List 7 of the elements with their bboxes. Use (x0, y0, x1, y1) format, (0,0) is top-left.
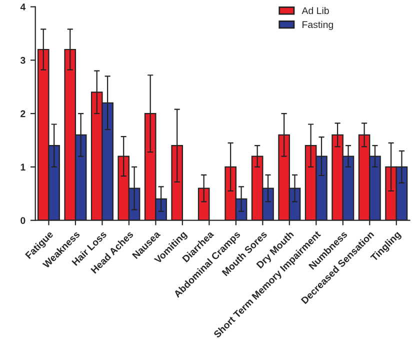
y-tick-label: 3 (20, 56, 26, 64)
y-tick-label: 4 (20, 4, 26, 10)
legend-label: Fasting (302, 20, 333, 30)
y-tick-label: 1 (20, 164, 26, 170)
y-tick-label: 0 (20, 217, 26, 224)
y-tick-label: 2 (20, 110, 26, 118)
legend-label: Ad Lib (302, 6, 329, 14)
